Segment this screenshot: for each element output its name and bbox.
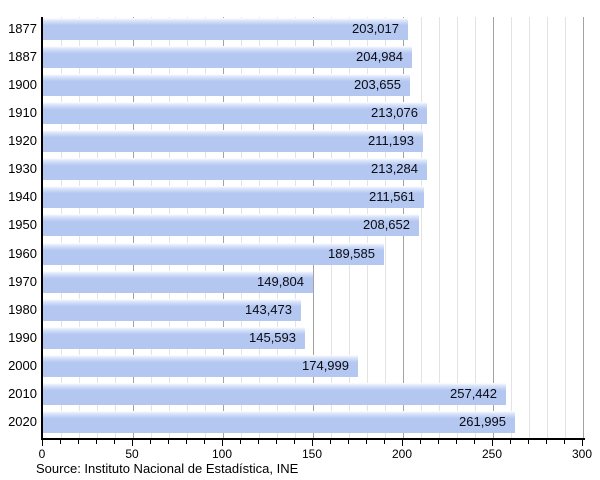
x-axis-tick (510, 440, 511, 444)
bar-value-label: 257,442 (450, 386, 497, 401)
bar-value-label: 208,652 (363, 217, 410, 232)
x-axis-tick (438, 440, 439, 444)
gridline-minor (547, 17, 548, 438)
bar-value-label: 174,999 (302, 358, 349, 373)
x-axis-tick-label: 100 (211, 447, 233, 461)
x-axis-tick (150, 440, 151, 444)
x-axis-tick (258, 440, 259, 444)
x-axis-tick (366, 440, 367, 444)
x-axis-tick (456, 440, 457, 444)
y-axis-label: 1980 (8, 302, 37, 317)
bar-value-label: 143,473 (245, 302, 292, 317)
bar-value-label: 149,804 (257, 274, 304, 289)
x-axis-tick-label: 150 (301, 447, 323, 461)
x-axis-tick (168, 440, 169, 444)
y-axis-label: 2020 (8, 414, 37, 429)
gridline-minor (475, 17, 476, 438)
x-axis-tick (78, 440, 79, 444)
x-axis-tick (114, 440, 115, 444)
gridline-minor (457, 17, 458, 438)
y-axis-label: 1930 (8, 161, 37, 176)
bar: 149,804 (43, 271, 313, 293)
y-axis-label: 2010 (8, 386, 37, 401)
y-axis-label: 1920 (8, 133, 37, 148)
x-axis-tick (204, 440, 205, 444)
x-axis-tick (96, 440, 97, 444)
bar: 208,652 (43, 214, 419, 236)
x-axis-tick (240, 440, 241, 444)
bar-value-label: 211,193 (367, 133, 414, 148)
x-axis-tick (42, 440, 43, 446)
x-axis-tick (330, 440, 331, 444)
y-axis-label: 1970 (8, 274, 37, 289)
bar-value-label: 213,076 (371, 105, 418, 120)
x-axis-tick (294, 440, 295, 444)
gridline-minor (511, 17, 512, 438)
bar-value-label: 213,284 (371, 161, 418, 176)
bar: 211,193 (43, 130, 423, 152)
gridline-minor (529, 17, 530, 438)
bar: 213,076 (43, 102, 427, 124)
x-axis-tick (276, 440, 277, 444)
bar: 204,984 (43, 46, 412, 68)
source-caption: Source: Instituto Nacional de Estadístic… (36, 461, 299, 476)
bar: 213,284 (43, 158, 427, 180)
bars-layer: 203,017 204,984 203,655 213,076 211,193 213,2… (43, 17, 584, 438)
x-axis-tick (474, 440, 475, 444)
y-axis-label: 1910 (8, 105, 37, 120)
gridline-minor (421, 17, 422, 438)
x-axis-tick (348, 440, 349, 444)
bar: 261,995 (43, 411, 515, 433)
y-axis-label: 1877 (8, 21, 37, 36)
x-axis-tick (186, 440, 187, 444)
x-axis-tick (222, 440, 223, 446)
x-axis-tick-label: 200 (391, 447, 413, 461)
bar: 203,017 (43, 18, 408, 40)
bar: 203,655 (43, 74, 410, 96)
y-axis-label: 1900 (8, 77, 37, 92)
x-axis-tick (564, 440, 565, 444)
bar-value-label: 189,585 (328, 246, 375, 261)
bar: 145,593 (43, 327, 305, 349)
y-axis-label: 1960 (8, 246, 37, 261)
y-axis-line (41, 17, 43, 440)
gridline-minor (439, 17, 440, 438)
y-axis-label: 1887 (8, 49, 37, 64)
bar: 211,561 (43, 186, 424, 208)
x-axis-tick (546, 440, 547, 444)
bar-value-label: 261,995 (459, 414, 506, 429)
x-axis-tick-label: 250 (481, 447, 503, 461)
bar: 143,473 (43, 299, 301, 321)
x-axis-tick (420, 440, 421, 444)
y-axis-label: 1940 (8, 189, 37, 204)
bar-value-label: 204,984 (356, 49, 403, 64)
bar: 189,585 (43, 243, 384, 265)
bar-value-label: 203,655 (354, 77, 401, 92)
x-axis-tick (492, 440, 493, 446)
x-axis-tick-label: 50 (125, 447, 139, 461)
bar-value-label: 211,561 (368, 189, 415, 204)
gridline-major (583, 17, 584, 438)
y-axis-label: 1990 (8, 330, 37, 345)
x-axis-tick-label: 0 (38, 447, 46, 461)
x-axis-tick (132, 440, 133, 446)
bar-value-label: 203,017 (352, 21, 399, 36)
x-axis-tick (528, 440, 529, 444)
x-axis-tick-label: 300 (571, 447, 593, 461)
bar: 174,999 (43, 355, 358, 377)
x-axis-tick (582, 440, 583, 446)
x-axis-tick (312, 440, 313, 446)
x-axis-tick (60, 440, 61, 444)
gridline-minor (565, 17, 566, 438)
x-axis-tick (402, 440, 403, 446)
bar: 257,442 (43, 383, 506, 405)
bar-value-label: 145,593 (249, 330, 296, 345)
y-axis-label: 1950 (8, 217, 37, 232)
y-axis-label: 2000 (8, 358, 37, 373)
gridline-major (493, 17, 494, 438)
x-axis-line (41, 438, 585, 440)
x-axis-tick (384, 440, 385, 444)
